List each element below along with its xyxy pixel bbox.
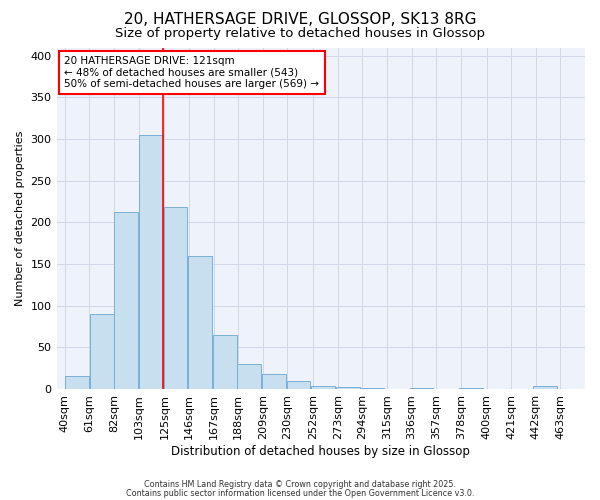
Bar	[459, 388, 483, 389]
Bar	[336, 388, 359, 389]
Bar	[213, 335, 236, 389]
Bar	[90, 314, 113, 389]
Bar	[262, 374, 286, 389]
Bar	[164, 208, 187, 389]
Bar	[410, 388, 433, 389]
Y-axis label: Number of detached properties: Number of detached properties	[15, 130, 25, 306]
Bar	[533, 386, 557, 389]
Bar	[139, 135, 163, 389]
Text: Contains public sector information licensed under the Open Government Licence v3: Contains public sector information licen…	[126, 488, 474, 498]
Bar	[361, 388, 384, 389]
Text: Contains HM Land Registry data © Crown copyright and database right 2025.: Contains HM Land Registry data © Crown c…	[144, 480, 456, 489]
Bar	[287, 380, 310, 389]
Bar	[311, 386, 335, 389]
Text: 20 HATHERSAGE DRIVE: 121sqm
← 48% of detached houses are smaller (543)
50% of se: 20 HATHERSAGE DRIVE: 121sqm ← 48% of det…	[64, 56, 319, 89]
Text: 20, HATHERSAGE DRIVE, GLOSSOP, SK13 8RG: 20, HATHERSAGE DRIVE, GLOSSOP, SK13 8RG	[124, 12, 476, 28]
Bar	[65, 376, 89, 389]
Text: Size of property relative to detached houses in Glossop: Size of property relative to detached ho…	[115, 28, 485, 40]
Bar	[238, 364, 261, 389]
X-axis label: Distribution of detached houses by size in Glossop: Distribution of detached houses by size …	[172, 444, 470, 458]
Bar	[188, 256, 212, 389]
Bar	[115, 212, 138, 389]
